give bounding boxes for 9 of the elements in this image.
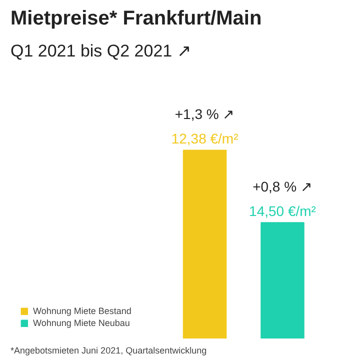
data-label: +1,3 % ↗: [174, 106, 235, 122]
data-label: +0,8 % ↗: [252, 178, 312, 194]
text: 12,38 €/m²: [171, 130, 239, 146]
text: *Angebotsmieten Juni 2021, Quartalsentwicklung: [10, 346, 207, 356]
chart-subtitle: Q1 2021 bis Q2 2021 ↗: [10, 42, 191, 60]
annotation: 14,50 €/m²: [249, 202, 316, 219]
chart-title: Mietpreise* Frankfurt/Main: [10, 8, 262, 30]
legend-label: Wohnung Miete Neubau: [33, 318, 130, 328]
legend-label: Wohnung Miete Bestand: [33, 306, 132, 316]
